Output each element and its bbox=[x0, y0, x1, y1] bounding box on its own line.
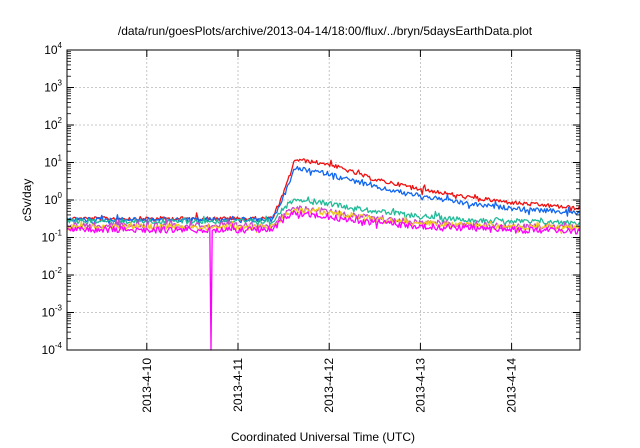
y-axis-label: cSv/day bbox=[20, 179, 34, 222]
series-line-6 bbox=[66, 210, 580, 351]
series-line-3 bbox=[66, 196, 580, 228]
y-tick-label: 10-2 bbox=[42, 266, 63, 282]
y-tick-label: 102 bbox=[44, 116, 62, 132]
x-tick-label: 2013-4-10 bbox=[140, 358, 154, 413]
y-tick-label: 103 bbox=[44, 79, 62, 95]
series-group bbox=[66, 158, 581, 351]
y-tick-label: 10-4 bbox=[42, 341, 63, 357]
axis-ticks bbox=[67, 49, 580, 351]
x-tick-label: 2013-4-12 bbox=[322, 358, 336, 413]
x-tick-label: 2013-4-11 bbox=[231, 358, 245, 412]
y-tick-labels: 10-4 10-3 10-2 10-1 100 101 102 103 104 bbox=[42, 41, 63, 357]
y-tick-label: 100 bbox=[44, 191, 62, 207]
x-axis-label: Coordinated Universal Time (UTC) bbox=[231, 430, 415, 444]
series-line-2 bbox=[66, 165, 580, 226]
y-tick-label: 10-3 bbox=[42, 304, 63, 320]
grid bbox=[67, 50, 580, 350]
y-tick-label: 104 bbox=[44, 41, 62, 57]
x-tick-label: 2013-4-13 bbox=[413, 358, 427, 413]
x-tick-label: 2013-4-14 bbox=[505, 358, 519, 413]
chart-title: /data/run/goesPlots/archive/2013-04-14/1… bbox=[118, 24, 533, 38]
y-tick-label: 101 bbox=[44, 154, 62, 170]
y-tick-label: 10-1 bbox=[42, 229, 63, 245]
x-tick-labels: 2013-4-10 2013-4-11 2013-4-12 2013-4-13 2013… bbox=[140, 358, 519, 413]
